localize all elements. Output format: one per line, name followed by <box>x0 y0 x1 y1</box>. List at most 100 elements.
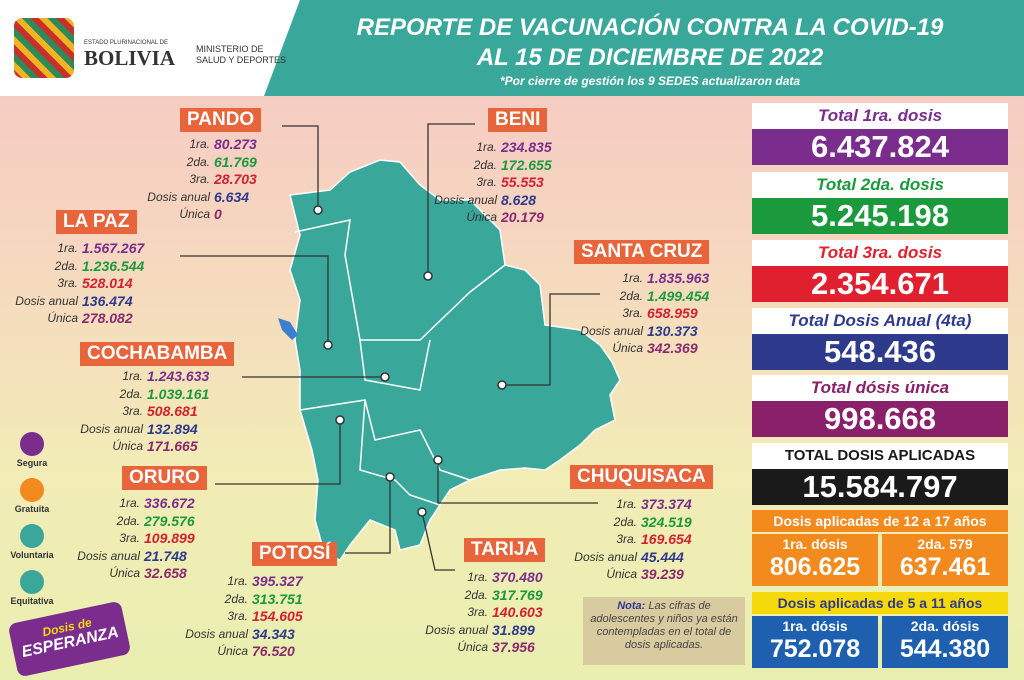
row-value: 0 <box>214 206 222 222</box>
row-label: Dosis anual <box>580 323 643 338</box>
connector <box>345 477 391 554</box>
row-label: 1ra. <box>476 140 497 154</box>
row-label: 3ra. <box>189 172 210 186</box>
logo-emblem <box>14 18 74 78</box>
total-value: 998.668 <box>752 401 1008 437</box>
row-label: 2da. <box>186 154 210 169</box>
row-label: Dosis anual <box>77 548 140 563</box>
age-label: 1ra. dósis <box>782 536 848 552</box>
row-value: 1.243.633 <box>147 368 210 384</box>
row-label: Dosis anual <box>15 293 78 308</box>
row-value: 370.480 <box>492 569 543 585</box>
total-value: 2.354.671 <box>752 266 1008 302</box>
row-value: 130.373 <box>647 322 698 339</box>
row-label: Dosis anual <box>434 192 497 207</box>
row-label: 2da. <box>464 587 488 602</box>
age-box <box>752 616 878 668</box>
connectors <box>180 123 600 571</box>
row-label: 3ra. <box>57 276 78 290</box>
row-label: 3ra. <box>616 532 637 546</box>
row-value: 37.956 <box>492 639 535 655</box>
row-value: 336.672 <box>144 495 195 511</box>
dots <box>313 205 507 517</box>
row-label: Única <box>47 311 78 325</box>
ministry-line1: MINISTERIO DE <box>196 44 264 54</box>
row-value: 395.327 <box>252 573 303 589</box>
connector <box>215 420 341 485</box>
row-value: 45.444 <box>641 548 684 565</box>
note: Nota: Las cifras de adolescentes y niños… <box>583 597 745 665</box>
age-value: 637.461 <box>899 553 991 581</box>
row-label: Única <box>179 207 210 221</box>
age-title: Dosis aplicadas de 12 a 17 años <box>752 510 1008 532</box>
row-label: Dosis anual <box>425 622 488 637</box>
total-label: Total 3ra. dosis <box>752 240 1008 266</box>
lake <box>278 318 298 340</box>
row-label: 2da. <box>473 157 497 172</box>
department-border <box>299 399 471 481</box>
row-value: 132.894 <box>147 420 198 437</box>
row-label: Dosis anual <box>147 189 210 204</box>
total-value: 15.584.797 <box>752 469 1008 505</box>
row-value: 169.654 <box>641 531 692 547</box>
legend-icon <box>20 432 44 456</box>
age-label: 1ra. dósis <box>782 618 848 634</box>
connector <box>180 255 329 345</box>
row-label: 1ra. <box>57 241 78 255</box>
age-box <box>882 616 1008 668</box>
row-value: 21.748 <box>144 547 187 564</box>
total-label: Total Dosis Anual (4ta) <box>752 308 1008 334</box>
row-value: 234.835 <box>501 139 552 155</box>
row-label: 2da. <box>119 386 143 401</box>
row-label: 2da. <box>613 514 637 529</box>
total-value: 5.245.198 <box>752 198 1008 234</box>
row-value: 136.474 <box>82 292 133 309</box>
row-value: 342.369 <box>647 340 698 356</box>
row-label: Única <box>457 640 488 654</box>
row-label: 2da. <box>116 513 140 528</box>
department-name: TARIJA <box>464 538 546 562</box>
ministry-line2: SALUD Y DEPORTES <box>196 55 287 65</box>
row-value: 32.658 <box>144 565 187 581</box>
row-value: 317.769 <box>492 586 543 603</box>
department-name: ORURO <box>122 466 207 490</box>
department-border <box>359 399 441 506</box>
row-value: 80.273 <box>214 136 257 152</box>
row-label: Única <box>109 566 140 580</box>
department-border <box>359 339 431 391</box>
row-value: 109.899 <box>144 530 195 546</box>
row-label: Única <box>612 341 643 355</box>
connector <box>421 511 455 571</box>
row-value: 313.751 <box>252 590 303 607</box>
row-value: 31.899 <box>492 621 535 638</box>
row-value: 6.634 <box>214 188 250 205</box>
note-text: Las cifras de adolescentes y niños ya es… <box>590 600 738 651</box>
row-label: 1ra. <box>467 570 488 584</box>
row-value: 1.835.963 <box>647 270 710 286</box>
dot <box>433 455 443 465</box>
row-label: 3ra. <box>119 531 140 545</box>
dot <box>335 415 345 425</box>
row-value: 20.179 <box>501 209 544 225</box>
total-label: TOTAL DOSIS APLICADAS <box>752 443 1008 469</box>
legend-icon <box>20 570 44 594</box>
row-label: 3ra. <box>467 605 488 619</box>
row-label: Única <box>466 210 497 224</box>
row-label: 2da. <box>54 258 78 273</box>
age-value: 752.078 <box>769 635 861 663</box>
row-value: 8.628 <box>501 191 537 208</box>
age-label: 2da. dósis <box>910 618 980 634</box>
age-value: 806.625 <box>769 553 861 581</box>
row-value: 279.576 <box>144 512 195 529</box>
row-value: 658.959 <box>647 305 698 321</box>
row-value: 1.499.454 <box>647 287 710 304</box>
row-label: 1ra. <box>189 137 210 151</box>
row-value: 508.681 <box>147 403 198 419</box>
row-label: Única <box>217 644 248 658</box>
row-value: 278.082 <box>82 310 133 326</box>
dot <box>423 271 433 281</box>
dot <box>385 472 395 482</box>
row-value: 39.239 <box>641 566 684 582</box>
row-value: 55.553 <box>501 174 544 190</box>
